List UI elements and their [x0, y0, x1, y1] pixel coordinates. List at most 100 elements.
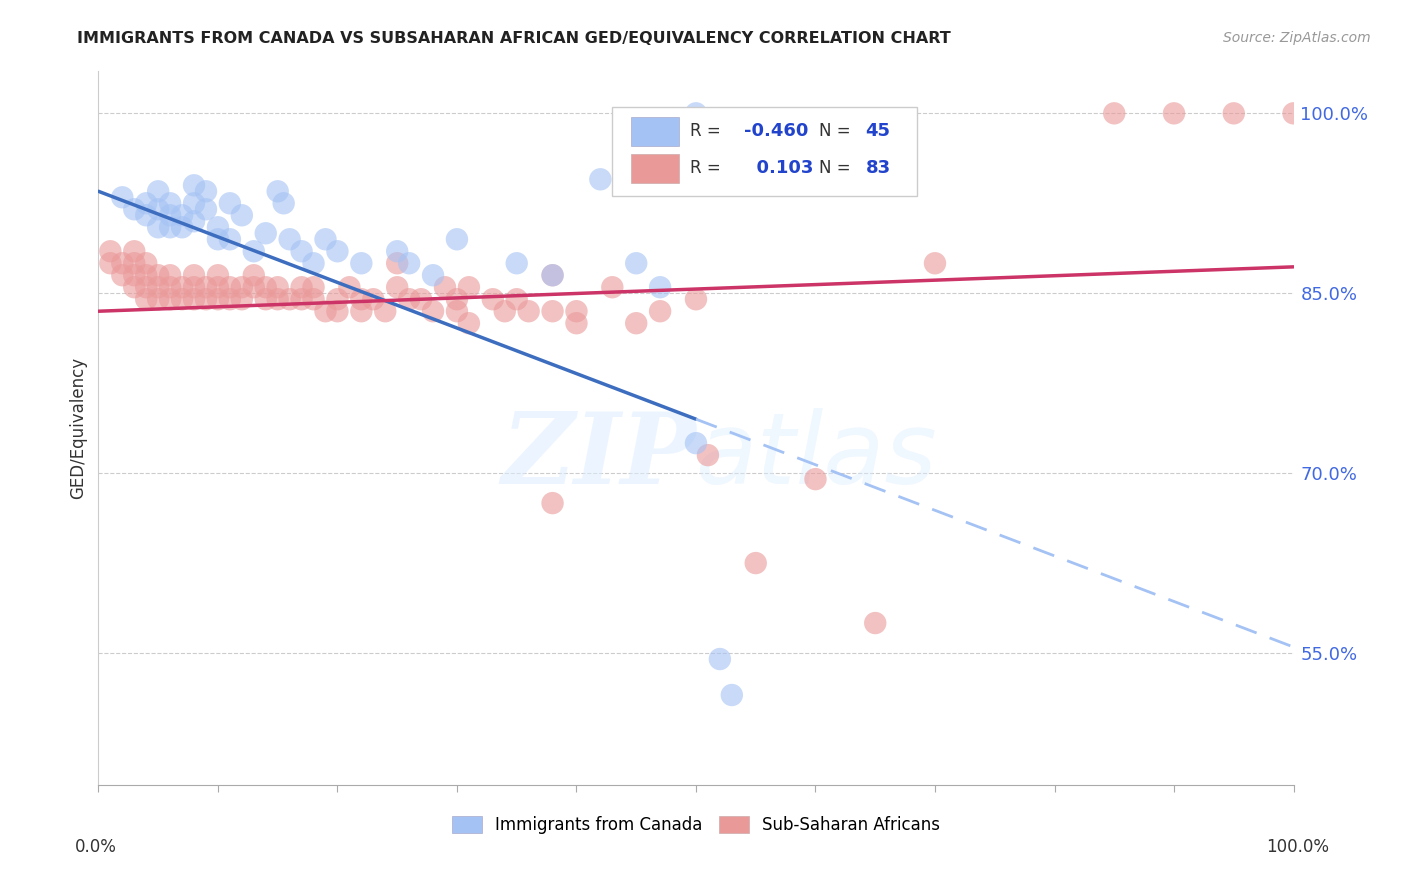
- FancyBboxPatch shape: [631, 154, 679, 183]
- Point: [207, 220, 229, 235]
- Point: [565, 316, 588, 330]
- Point: [398, 292, 420, 306]
- Point: [385, 256, 409, 270]
- Legend: Immigrants from Canada, Sub-Saharan Africans: Immigrants from Canada, Sub-Saharan Afri…: [444, 809, 948, 841]
- Point: [231, 280, 253, 294]
- Text: -0.460: -0.460: [744, 121, 808, 139]
- Point: [195, 280, 218, 294]
- Point: [148, 220, 170, 235]
- Text: N =: N =: [820, 159, 856, 177]
- Point: [278, 292, 301, 306]
- Point: [172, 292, 194, 306]
- Point: [648, 280, 672, 294]
- Point: [434, 280, 457, 294]
- Point: [124, 268, 146, 283]
- Point: [135, 292, 157, 306]
- Point: [685, 292, 707, 306]
- Point: [411, 292, 433, 306]
- Point: [291, 244, 314, 259]
- Point: [124, 256, 146, 270]
- Point: [172, 208, 194, 222]
- Point: [302, 280, 325, 294]
- FancyBboxPatch shape: [631, 117, 679, 145]
- Point: [148, 280, 170, 294]
- Point: [124, 280, 146, 294]
- Point: [709, 652, 731, 666]
- Point: [195, 202, 218, 217]
- Point: [602, 280, 624, 294]
- Text: atlas: atlas: [696, 409, 938, 505]
- Point: [315, 304, 337, 318]
- Point: [183, 268, 205, 283]
- Point: [626, 316, 648, 330]
- Point: [541, 304, 564, 318]
- Point: [159, 220, 181, 235]
- Point: [339, 280, 361, 294]
- Point: [626, 256, 648, 270]
- Point: [1223, 106, 1246, 120]
- Point: [267, 280, 290, 294]
- Point: [148, 268, 170, 283]
- Text: 45: 45: [866, 121, 890, 139]
- Point: [422, 268, 444, 283]
- Point: [207, 292, 229, 306]
- Point: [326, 244, 349, 259]
- Point: [183, 214, 205, 228]
- Point: [315, 232, 337, 246]
- Point: [148, 292, 170, 306]
- Point: [458, 280, 481, 294]
- Point: [111, 190, 134, 204]
- Point: [135, 268, 157, 283]
- Point: [517, 304, 540, 318]
- Point: [273, 196, 295, 211]
- Point: [98, 244, 122, 259]
- Point: [111, 268, 134, 283]
- Point: [267, 292, 290, 306]
- Point: [326, 304, 349, 318]
- Text: N =: N =: [820, 121, 856, 139]
- Point: [219, 232, 242, 246]
- Y-axis label: GED/Equivalency: GED/Equivalency: [69, 357, 87, 500]
- Point: [589, 172, 612, 186]
- Point: [254, 227, 277, 241]
- Point: [243, 244, 266, 259]
- Text: 83: 83: [866, 159, 891, 177]
- Point: [159, 196, 181, 211]
- Point: [183, 196, 205, 211]
- Point: [219, 280, 242, 294]
- Point: [98, 256, 122, 270]
- Text: R =: R =: [690, 121, 725, 139]
- Point: [446, 232, 468, 246]
- Point: [494, 304, 516, 318]
- Point: [159, 268, 181, 283]
- Point: [865, 615, 887, 630]
- Point: [648, 304, 672, 318]
- Point: [159, 292, 181, 306]
- Point: [278, 232, 301, 246]
- Point: [385, 244, 409, 259]
- Point: [398, 256, 420, 270]
- Point: [254, 292, 277, 306]
- Point: [135, 256, 157, 270]
- Point: [326, 292, 349, 306]
- Point: [697, 448, 720, 462]
- Point: [111, 256, 134, 270]
- Point: [135, 280, 157, 294]
- Point: [172, 280, 194, 294]
- Point: [207, 268, 229, 283]
- Point: [207, 280, 229, 294]
- Point: [243, 280, 266, 294]
- Point: [148, 202, 170, 217]
- Point: [159, 280, 181, 294]
- FancyBboxPatch shape: [613, 107, 917, 196]
- Point: [458, 316, 481, 330]
- Point: [745, 556, 768, 570]
- Point: [219, 196, 242, 211]
- Point: [541, 496, 564, 510]
- Point: [506, 292, 529, 306]
- Point: [195, 292, 218, 306]
- Point: [231, 208, 253, 222]
- Point: [172, 220, 194, 235]
- Point: [350, 292, 373, 306]
- Point: [446, 292, 468, 306]
